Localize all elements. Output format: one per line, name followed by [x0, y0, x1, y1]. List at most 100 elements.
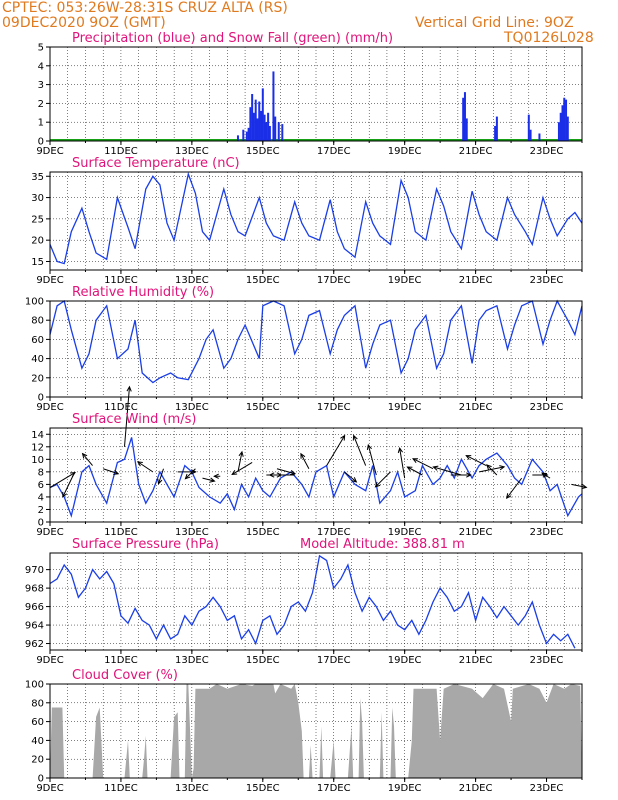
precip-bar-28 — [557, 122, 560, 141]
y-tick-label-4: 80 — [31, 316, 44, 327]
wind-arrow-20 — [367, 444, 377, 476]
wind-arrow-1 — [62, 471, 76, 498]
y-tick-label-1: 20 — [31, 236, 44, 247]
y-tick-label-1: 2 — [38, 505, 44, 516]
y-tick-label-2: 4 — [38, 492, 44, 503]
x-tick-label-7: 23DEC — [530, 275, 564, 286]
wind-arrow-22 — [399, 448, 406, 479]
wind-arrow-29 — [486, 464, 498, 476]
wind-arrow-3 — [103, 468, 119, 475]
precip-bar-33 — [566, 116, 569, 141]
wind-arrow-head-23 — [406, 466, 413, 472]
y-tick-label-1: 1 — [38, 118, 44, 129]
wind-arrow-head-15 — [268, 472, 275, 478]
x-tick-label-0: 9DEC — [36, 783, 63, 794]
y-tick-label-1: 20 — [31, 755, 44, 766]
header-station: CPTEC: 053:26W-28:31S CRUZ ALTA (RS) — [2, 0, 288, 16]
x-tick-label-4: 17DEC — [317, 527, 351, 538]
precip-bar-10 — [260, 110, 263, 141]
x-tick-label-6: 21DEC — [459, 146, 493, 157]
wind-arrow-head-9 — [209, 477, 216, 483]
x-tick-label-7: 23DEC — [530, 527, 564, 538]
x-tick-label-3: 15DEC — [246, 655, 280, 666]
x-tick-label-6: 21DEC — [459, 527, 493, 538]
header-date: 09DEC2020 9OZ (GMT) — [2, 15, 166, 31]
x-tick-label-1: 11DEC — [104, 275, 138, 286]
x-tick-label-4: 17DEC — [317, 655, 351, 666]
wind-arrow-head-17 — [340, 434, 346, 441]
model-altitude-label: Model Altitude: 388.81 m — [300, 537, 465, 552]
wind-arrow-head-7 — [190, 469, 197, 475]
series-line — [49, 299, 583, 384]
y-tick-label-0: 15 — [31, 257, 44, 268]
precip-bar-17 — [274, 116, 277, 141]
precip-bar-24 — [495, 116, 498, 141]
x-tick-label-2: 13DEC — [175, 146, 209, 157]
y-tick-label-3: 60 — [31, 717, 44, 728]
y-tick-label-3: 60 — [31, 335, 44, 346]
precip-bar-4 — [249, 107, 252, 141]
wind-arrow-head-3 — [113, 469, 120, 475]
x-tick-label-3: 15DEC — [246, 402, 280, 413]
wind-arrow-head-25 — [466, 472, 472, 478]
precip-bar-25 — [527, 114, 530, 141]
precip-bar-31 — [563, 97, 566, 141]
series-line — [49, 171, 583, 265]
y-tick-label-4: 35 — [31, 172, 44, 183]
precip-bar-29 — [559, 112, 562, 141]
wind-arrow-head-6 — [157, 478, 163, 485]
y-tick-label-0: 0 — [38, 393, 44, 404]
wind-arrow-head-24 — [412, 458, 419, 463]
y-tick-label-5: 5 — [38, 43, 44, 54]
wind-arrow-11 — [237, 451, 243, 472]
x-tick-label-2: 13DEC — [175, 655, 209, 666]
x-tick-label-6: 21DEC — [459, 783, 493, 794]
precip-bar-23 — [494, 125, 497, 141]
y-tick-label-7: 14 — [31, 430, 44, 441]
y-tick-label-3: 6 — [38, 480, 44, 491]
cloud-cover-area — [50, 684, 582, 778]
x-tick-label-4: 17DEC — [317, 783, 351, 794]
wind-arrow-5 — [137, 461, 154, 473]
panel-title-3: Surface Wind (m/s) — [72, 412, 196, 427]
y-tick-label-2: 40 — [31, 736, 44, 747]
x-tick-label-1: 11DEC — [104, 146, 138, 157]
wind-arrow-8 — [185, 468, 196, 480]
y-tick-label-0: 0 — [38, 137, 44, 148]
x-tick-label-0: 9DEC — [36, 402, 63, 413]
wind-arrow-head-19 — [352, 434, 358, 441]
x-tick-label-3: 15DEC — [246, 783, 280, 794]
plot-area — [50, 47, 582, 141]
precip-bar-27 — [538, 133, 541, 141]
panel-title-1: Surface Temperature (nC) — [72, 156, 240, 171]
precip-bar-21 — [463, 92, 466, 141]
plot-frame — [49, 427, 583, 523]
x-tick-label-1: 11DEC — [104, 655, 138, 666]
precip-bar-0 — [236, 135, 239, 141]
wind-arrow-33 — [571, 483, 587, 488]
wind-arrow-head-28 — [465, 455, 472, 460]
wind-arrow-32 — [541, 472, 551, 479]
precip-bar-26 — [529, 129, 532, 141]
y-tick-label-2: 25 — [31, 214, 44, 225]
wind-arrow-head-33 — [581, 483, 588, 490]
precip-bar-2 — [245, 131, 248, 141]
wind-arrow-6 — [158, 468, 164, 484]
x-tick-label-5: 19DEC — [388, 655, 422, 666]
wind-arrow-28 — [466, 455, 487, 467]
y-tick-label-4: 80 — [31, 698, 44, 709]
wind-arrow-12 — [231, 462, 253, 475]
wind-arrow-18 — [344, 471, 357, 483]
wind-arrow-26 — [433, 466, 462, 476]
y-tick-label-2: 2 — [38, 99, 44, 110]
y-tick-label-5: 100 — [25, 680, 44, 691]
header-grid-note: Vertical Grid Line: 9OZ — [415, 15, 574, 31]
precip-bar-1 — [242, 129, 245, 141]
precip-bar-11 — [261, 88, 264, 141]
panel-5: 0 20 40 60 80 100 9DEC 11DEC 13DEC 15DEC 17DEC 19DE… — [25, 668, 583, 794]
x-tick-label-4: 17DEC — [317, 402, 351, 413]
wind-arrow-head-5 — [136, 461, 143, 467]
precip-bar-3 — [247, 127, 250, 141]
precip-bar-5 — [251, 94, 254, 141]
wind-arrow-head-18 — [351, 477, 358, 483]
